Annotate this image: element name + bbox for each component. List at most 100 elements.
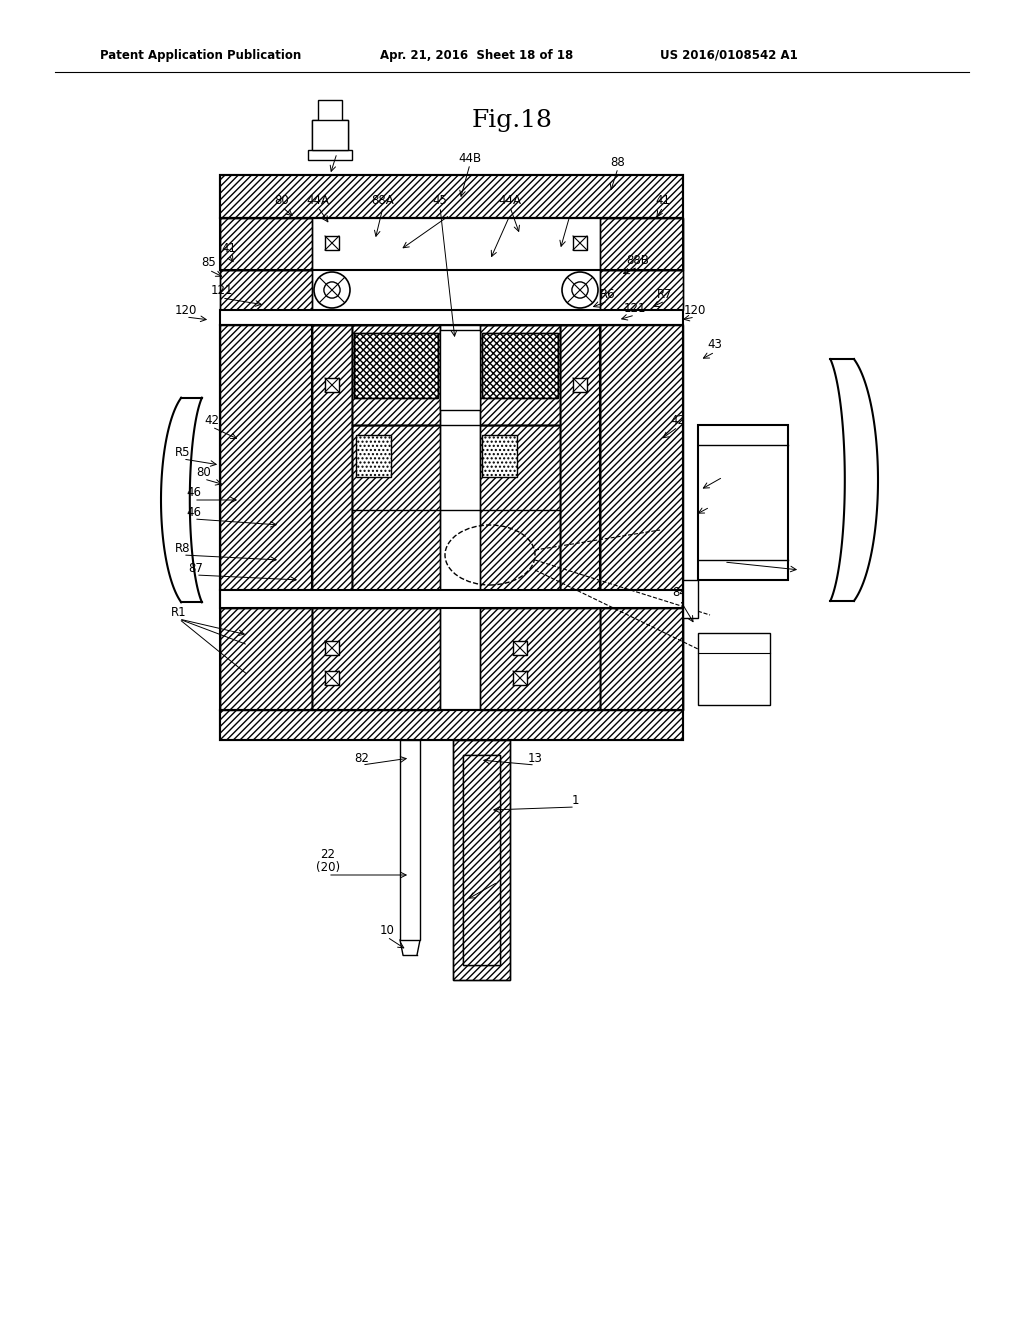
Circle shape [314,272,350,308]
Bar [698,425,788,579]
Bar [312,120,348,150]
Text: 88: 88 [610,156,626,169]
Text: 121: 121 [624,301,646,314]
Text: 21: 21 [490,855,506,869]
Bar [453,741,510,979]
Bar [220,609,312,710]
Bar [573,236,587,249]
Text: US 2016/0108542 A1: US 2016/0108542 A1 [660,49,798,62]
Text: 44A: 44A [499,194,521,206]
Text: 30: 30 [717,549,731,561]
Bar [400,741,420,940]
Text: 82: 82 [354,751,370,764]
Bar [220,710,683,741]
Bar [220,325,312,590]
Text: 44A: 44A [306,194,330,206]
Bar [683,579,698,618]
Bar [325,671,339,685]
Text: 42: 42 [671,413,685,426]
Bar [560,325,600,590]
Bar [220,590,683,609]
Bar [480,425,560,590]
Bar [573,378,587,392]
Text: 13: 13 [527,751,543,764]
Text: 10: 10 [380,924,394,936]
Text: Apr. 21, 2016  Sheet 18 of 18: Apr. 21, 2016 Sheet 18 of 18 [380,49,573,62]
Text: 43: 43 [708,338,723,351]
Bar [600,325,683,590]
Bar [600,325,683,590]
Text: 42: 42 [205,413,219,426]
Text: 41: 41 [655,194,671,206]
Text: R8: R8 [175,541,190,554]
Text: 84: 84 [673,586,687,599]
Bar [698,634,770,705]
Bar [482,333,558,399]
Bar [220,218,312,271]
Bar [480,609,600,710]
Bar [600,609,683,710]
Text: R6: R6 [600,289,615,301]
Text: 120: 120 [175,304,198,317]
Text: 85: 85 [202,256,216,269]
Text: 80: 80 [197,466,211,479]
Text: 121: 121 [211,285,233,297]
Text: 43: 43 [702,494,718,507]
Text: 45: 45 [432,194,447,206]
Bar [352,425,440,590]
Text: Fig.18: Fig.18 [472,108,552,132]
Text: 87: 87 [188,561,204,574]
Text: 46: 46 [186,487,202,499]
Bar [600,271,683,310]
Bar [220,710,683,741]
Text: 41: 41 [221,242,237,255]
Bar [220,271,312,310]
Text: 46: 46 [186,506,202,519]
Bar [354,333,438,399]
Bar [482,436,517,477]
Circle shape [324,282,340,298]
Text: 44B: 44B [459,152,481,165]
Text: 61: 61 [716,463,730,477]
Text: 80: 80 [274,194,290,206]
Bar [352,425,440,590]
Bar [220,218,312,271]
Text: R1: R1 [171,606,186,619]
Bar [325,642,339,655]
Bar [463,755,500,965]
Bar [312,325,352,590]
Bar [480,325,560,425]
Bar [600,609,683,710]
Bar [352,325,440,425]
Text: 88B: 88B [627,253,649,267]
Bar [356,436,391,477]
Text: (20): (20) [486,869,510,882]
Bar [325,378,339,392]
Text: 120: 120 [684,304,707,317]
Bar [480,325,560,425]
Bar [354,333,438,399]
Bar [220,176,683,218]
Text: Patent Application Publication: Patent Application Publication [100,49,301,62]
Bar [312,609,440,710]
Bar [220,218,683,271]
Bar [513,671,527,685]
Text: (20): (20) [316,862,340,874]
Bar [453,741,510,979]
Bar [220,271,312,310]
Bar [220,325,312,590]
Text: R7: R7 [657,289,673,301]
Bar [220,176,683,218]
Bar [600,218,683,271]
Text: 52: 52 [330,140,344,153]
Bar [560,325,600,590]
Bar [482,333,558,399]
Text: R5: R5 [175,446,190,458]
Bar [220,609,312,710]
Bar [480,609,600,710]
Bar [600,218,683,271]
Bar [513,642,527,655]
Bar [600,271,683,310]
Bar [440,330,480,411]
Bar [318,100,342,121]
